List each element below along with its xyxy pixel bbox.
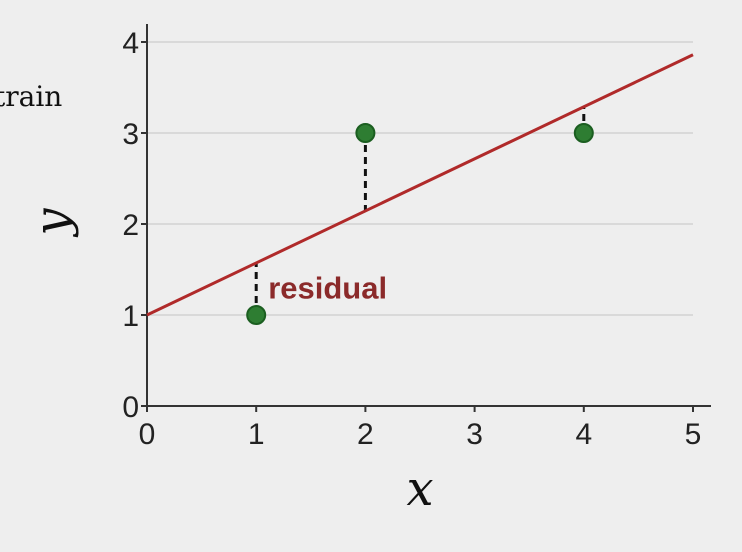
clipped-legend-label: train (0, 80, 62, 113)
x-tick-label-4: 4 (575, 418, 592, 451)
series (146, 53, 694, 325)
x-tick-label-5: 5 (685, 418, 702, 451)
y-tick-label-1: 1 (122, 300, 139, 333)
annotation-residual: residual (268, 271, 387, 306)
data-point-2 (355, 123, 376, 143)
x-tick-label-3: 3 (466, 418, 483, 451)
x-tick-label-2: 2 (357, 418, 374, 451)
x-tick-label-1: 1 (248, 418, 265, 451)
y-tick-label-4: 4 (122, 27, 139, 60)
tick-labels: 0 1 2 3 4 5 0 1 2 3 4 (122, 27, 701, 451)
y-tick-label-2: 2 (122, 209, 139, 242)
data-point-3 (573, 123, 594, 143)
fitted-line (146, 53, 694, 317)
x-tick-label-0: 0 (139, 418, 156, 451)
x-axis-title: x (406, 461, 433, 517)
y-tick-label-0: 0 (122, 391, 139, 424)
axes (141, 24, 711, 412)
y-tick-label-3: 3 (122, 118, 139, 151)
grid (147, 41, 693, 316)
y-axis-title: y (24, 208, 80, 238)
data-point-1 (246, 305, 267, 325)
annotations: residual (268, 271, 387, 306)
